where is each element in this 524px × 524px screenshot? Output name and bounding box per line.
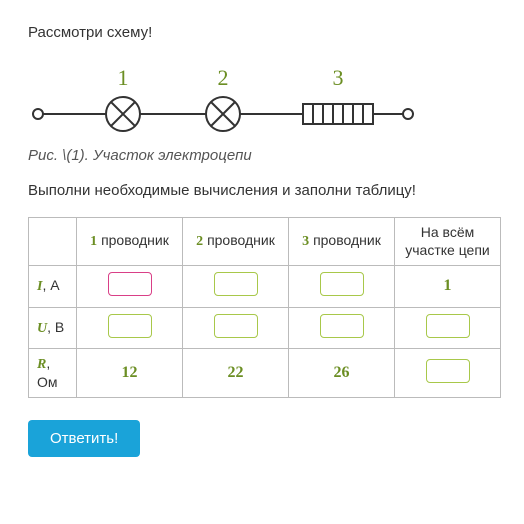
- row-variable: R, Ом: [29, 349, 77, 398]
- circuit-label-3: 3: [333, 65, 344, 90]
- table-row: U, В: [29, 307, 501, 349]
- cell-value: 22: [228, 364, 244, 381]
- figure-caption: Рис. \(1). Участок электроцепи: [28, 147, 496, 164]
- answer-input[interactable]: [108, 272, 152, 296]
- table-row: R, Ом 12 22 26: [29, 349, 501, 398]
- table-cell: 1: [395, 266, 501, 308]
- header-empty: [29, 218, 77, 266]
- circuit-label-1: 1: [118, 65, 129, 90]
- answer-input[interactable]: [320, 272, 364, 296]
- table-cell: [289, 266, 395, 308]
- table-cell: [77, 266, 183, 308]
- answer-input[interactable]: [214, 314, 258, 338]
- table-cell: 12: [77, 349, 183, 398]
- table-cell: [183, 307, 289, 349]
- table-row: I, А 1: [29, 266, 501, 308]
- answer-input[interactable]: [426, 314, 470, 338]
- cell-value: 12: [122, 364, 138, 381]
- table-cell: [289, 307, 395, 349]
- table-cell: [183, 266, 289, 308]
- table-cell: 26: [289, 349, 395, 398]
- answer-input[interactable]: [426, 359, 470, 383]
- header-col-3: 3 проводник: [289, 218, 395, 266]
- table-cell: [395, 307, 501, 349]
- cell-value: 1: [444, 277, 452, 294]
- row-variable: I, А: [29, 266, 77, 308]
- table-cell: [395, 349, 501, 398]
- answer-input[interactable]: [320, 314, 364, 338]
- answer-input[interactable]: [214, 272, 258, 296]
- circuit-diagram: 1 2 3: [28, 59, 428, 139]
- circuit-label-2: 2: [218, 65, 229, 90]
- table-cell: 22: [183, 349, 289, 398]
- header-col-total: На всём участке цепи: [395, 218, 501, 266]
- data-table: 1 проводник 2 проводник 3 проводник На в…: [28, 217, 501, 398]
- cell-value: 26: [334, 364, 350, 381]
- table-cell: [77, 307, 183, 349]
- task-text: Выполни необходимые вычисления и заполни…: [28, 182, 496, 199]
- row-variable: U, В: [29, 307, 77, 349]
- answer-input[interactable]: [108, 314, 152, 338]
- header-col-1: 1 проводник: [77, 218, 183, 266]
- table-header-row: 1 проводник 2 проводник 3 проводник На в…: [29, 218, 501, 266]
- header-col-2: 2 проводник: [183, 218, 289, 266]
- submit-button[interactable]: Ответить!: [28, 420, 140, 457]
- instruction-text: Рассмотри схему!: [28, 24, 496, 41]
